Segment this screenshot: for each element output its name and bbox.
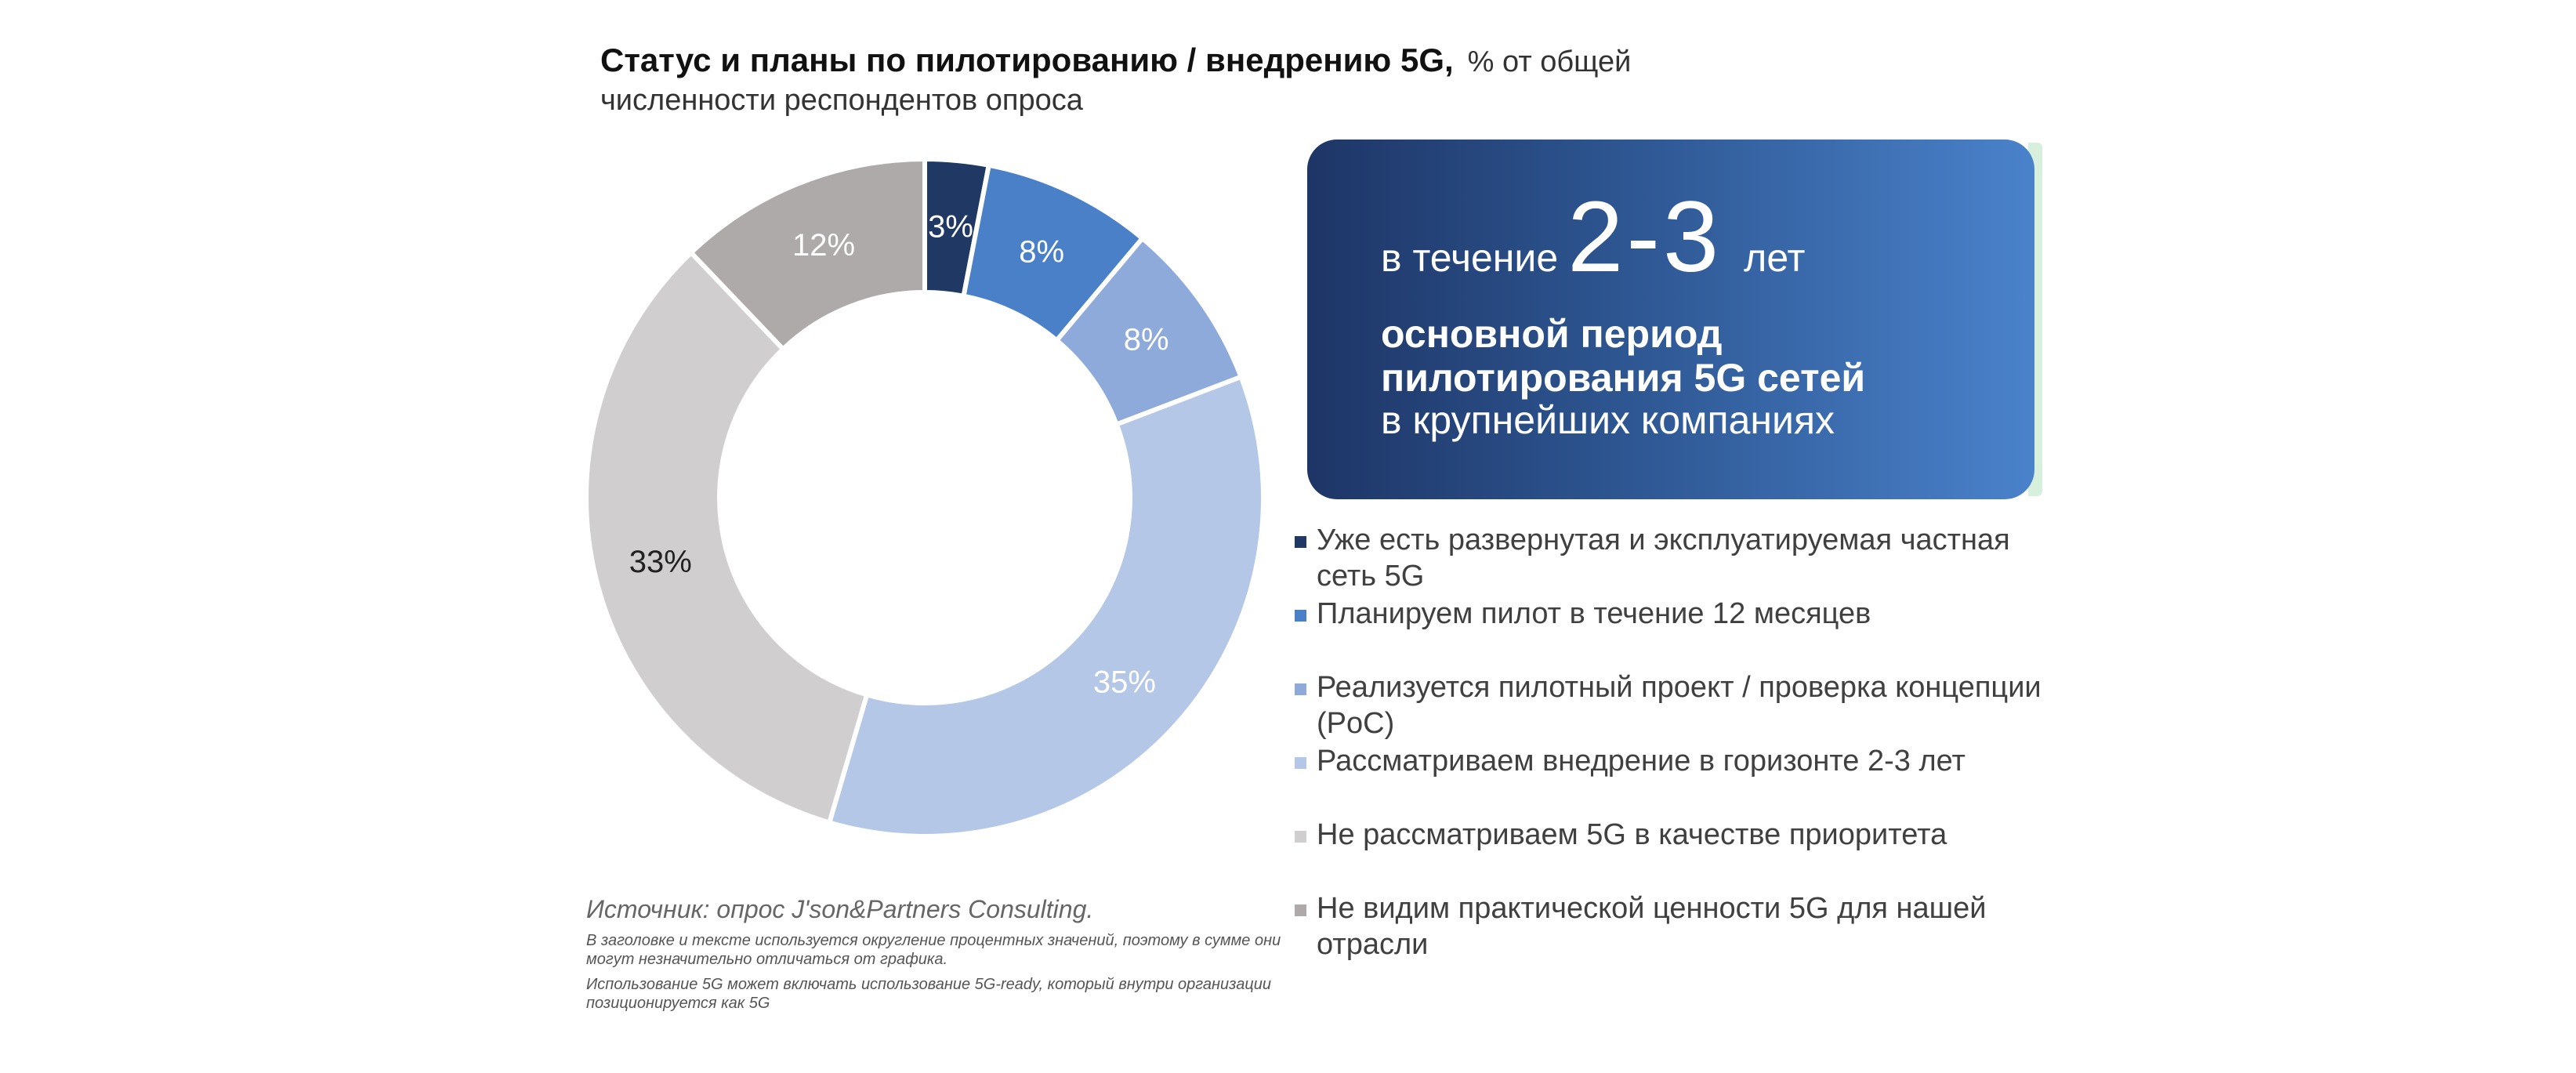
footnote-rounding: В заголовке и тексте используется округл…	[586, 932, 1281, 968]
donut-slice-4	[826, 373, 1266, 839]
legend-swatch-2	[1295, 610, 1306, 622]
callout-headline: в течение 2-3 лет	[1381, 187, 1805, 288]
chart-title: Статус и планы по пилотированию / внедре…	[600, 41, 1776, 119]
title-sub: % от общей	[1467, 45, 1632, 78]
donut-slice-5	[584, 249, 870, 826]
legend-label-6: Не видим практической ценности 5G для на…	[1317, 892, 1987, 961]
donut-label-2: 8%	[1019, 235, 1064, 270]
legend-label-5: Не рассматриваем 5G в качестве приоритет…	[1317, 818, 1947, 851]
callout-bold-text: основной период пилотирования 5G сетей	[1381, 312, 1866, 400]
legend-label-1: Уже есть развернутая и эксплуатируемая ч…	[1317, 524, 2010, 593]
donut-label-6: 12%	[792, 228, 855, 263]
legend-swatch-1	[1295, 536, 1306, 548]
donut-label-3: 8%	[1124, 323, 1169, 357]
donut-label-1: 3%	[928, 210, 973, 245]
legend-swatch-6	[1295, 904, 1306, 916]
callout-box: в течение 2-3 лет основной период пилоти…	[1307, 140, 2042, 499]
title-line-2: численности респондентов опроса	[600, 84, 1083, 117]
callout-prefix: в течение	[1381, 236, 1559, 280]
callout-suffix: лет	[1744, 236, 1806, 280]
legend-swatch-3	[1295, 683, 1306, 695]
title-line-1: Статус и планы по пилотированию / внедре…	[600, 41, 1776, 82]
legend-swatch-5	[1295, 831, 1306, 843]
callout-plain-text: в крупнейших компаниях	[1381, 398, 1835, 442]
legend-label-4: Рассматриваем внедрение в горизонте 2-3 …	[1317, 745, 1966, 778]
legend-swatch-4	[1295, 757, 1306, 769]
callout-accent-edge	[2028, 143, 2042, 496]
donut-label-5: 33%	[629, 545, 692, 579]
footnote-5g-ready: Использование 5G может включать использо…	[586, 976, 1272, 1012]
donut-label-4: 35%	[1093, 665, 1156, 699]
legend-label-2: Планируем пилот в течение 12 месяцев	[1317, 597, 1871, 630]
callout-big-number: 2-3	[1567, 181, 1723, 293]
donut-chart: 3% 8% 8% 35% 33% 12%	[584, 156, 1266, 839]
donut-slice-6	[687, 156, 927, 353]
source-note: Источник: опрос J'son&Partners Consultin…	[586, 895, 1094, 923]
legend-label-3: Реализуется пилотный проект / проверка к…	[1317, 671, 2042, 740]
title-main: Статус и планы по пилотированию / внедре…	[600, 42, 1454, 78]
